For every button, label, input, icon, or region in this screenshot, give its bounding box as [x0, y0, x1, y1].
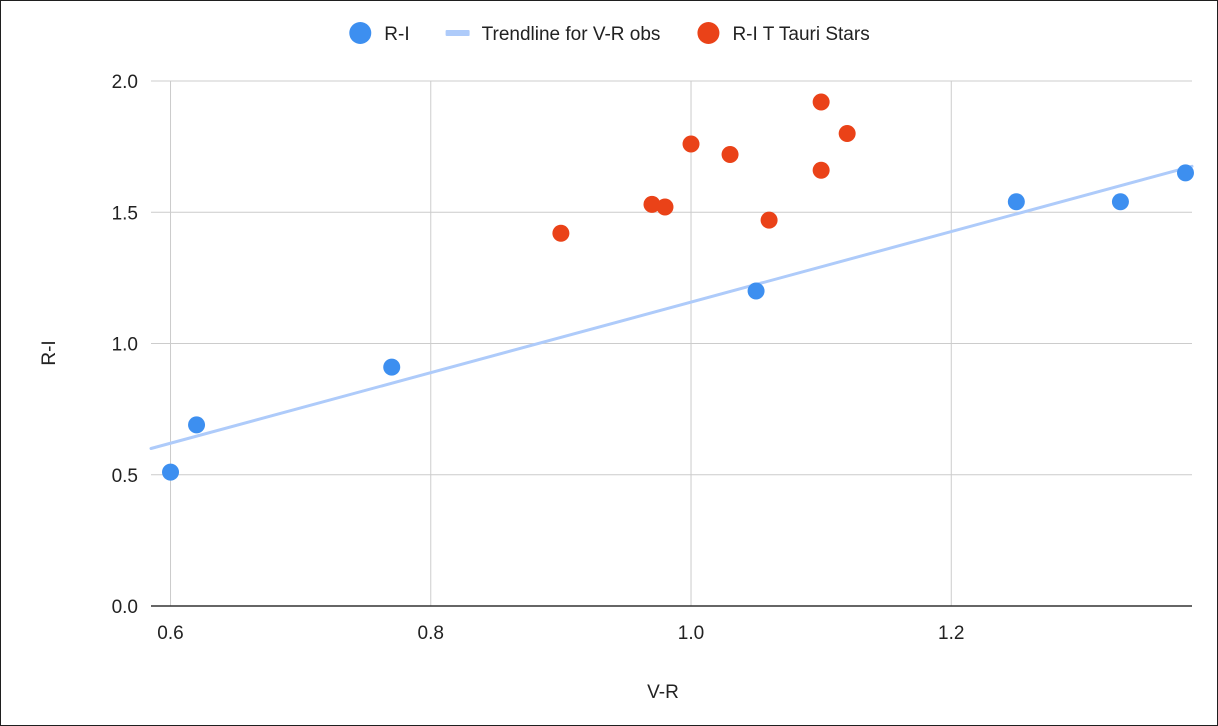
y-tick-label: 2.0 [112, 72, 138, 93]
y-tick-label: 1.5 [112, 203, 138, 224]
data-point-t-tauri [838, 125, 856, 142]
data-point-t-tauri [760, 211, 778, 229]
x-tick-label: 1.0 [678, 623, 704, 644]
y-tick-label: 1.0 [112, 335, 138, 356]
trendline [149, 164, 1194, 450]
legend: R-I Trendline for V-R obs R-I T Tauri Star… [349, 22, 870, 45]
legend-item: R-I [349, 22, 410, 45]
y-tick-label: 0.5 [112, 466, 138, 487]
legend-line-swatch [445, 30, 470, 36]
x-tick-label: 0.8 [418, 623, 444, 644]
data-point-ri [1111, 193, 1129, 211]
y-axis-title: R-I [39, 340, 60, 365]
legend-item: R-I T Tauri Stars [697, 22, 870, 45]
legend-item: Trendline for V-R obs [445, 24, 661, 45]
data-point-ri [188, 416, 206, 434]
data-point-t-tauri [682, 135, 700, 153]
data-point-t-tauri [552, 224, 570, 242]
series-layer [149, 93, 1194, 481]
legend-label: Trendline for V-R obs [482, 24, 661, 45]
data-point-ri [747, 282, 765, 300]
legend-dot-swatch [349, 22, 372, 44]
legend-label: R-I [384, 24, 409, 45]
data-point-ri [1007, 193, 1025, 211]
axis-layer: 0.0 0.5 1.0 1.5 2.0 0.6 0.8 1.0 1.2 [112, 72, 1192, 644]
data-point-ri [162, 463, 180, 481]
x-axis-title: V-R [647, 682, 679, 703]
legend-label: R-I T Tauri Stars [732, 24, 869, 45]
data-point-t-tauri [643, 195, 661, 213]
legend-dot-swatch [697, 22, 720, 44]
grid-layer [151, 80, 1192, 606]
x-tick-label: 0.6 [157, 623, 183, 644]
data-point-t-tauri [721, 146, 739, 163]
y-tick-label: 0.0 [112, 597, 138, 618]
data-point-t-tauri [812, 161, 830, 179]
data-point-ri [383, 358, 401, 376]
x-tick-label: 1.2 [938, 623, 964, 644]
data-point-ri [1176, 164, 1194, 182]
data-point-t-tauri [812, 93, 830, 111]
data-point-t-tauri [656, 198, 674, 216]
